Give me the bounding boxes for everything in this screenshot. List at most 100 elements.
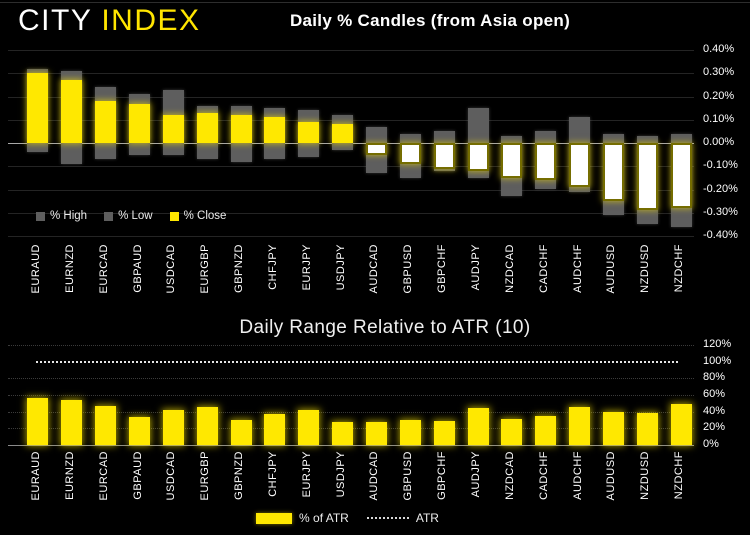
candle-close-USDCAD [163, 115, 184, 143]
legend-close-label: % Close [184, 210, 227, 222]
candles-x-label-EURAUD: EURAUD [30, 244, 42, 293]
legend-atr-pct-label: % of ATR [299, 511, 349, 525]
atr-bar-GBPUSD [400, 420, 421, 445]
atr-bar-GBPNZD [231, 420, 252, 445]
atr-bar-CADCHF [535, 416, 556, 445]
candles-gridline [8, 236, 694, 237]
candle-close-GBPAUD [129, 104, 150, 144]
candles-x-label-CHFJPY: CHFJPY [267, 244, 279, 290]
atr-chart-title: Daily Range Relative to ATR (10) [20, 317, 750, 339]
atr-x-label-GBPUSD: GBPUSD [402, 451, 414, 500]
atr-x-label-AUDCHF: AUDCHF [572, 451, 584, 500]
candles-x-label-AUDCAD: AUDCAD [368, 244, 380, 293]
candles-gridline [8, 190, 694, 191]
atr-bar-EURAUD [27, 398, 48, 445]
atr-pct-swatch-icon [256, 513, 292, 524]
atr-x-label-USDJPY: USDJPY [335, 451, 347, 497]
atr-bar-GBPAUD [129, 417, 150, 445]
candle-close-EURGBP [197, 113, 218, 143]
candle-close-NZDUSD [637, 143, 658, 210]
atr-legend: % of ATR ATR [0, 511, 695, 525]
candles-gridline [8, 166, 694, 167]
candles-x-label-NZDUSD: NZDUSD [639, 244, 651, 293]
candles-x-label-EURJPY: EURJPY [301, 244, 313, 290]
candle-close-GBPCHF [434, 143, 455, 169]
candle-close-CADCHF [535, 143, 556, 180]
close-swatch-icon [170, 212, 179, 221]
atr-x-label-AUDCAD: AUDCAD [368, 451, 380, 500]
candle-close-GBPNZD [231, 115, 252, 143]
candles-x-label-GBPUSD: GBPUSD [402, 244, 414, 293]
candles-x-label-EURGBP: EURGBP [199, 244, 211, 293]
atr-gridline [8, 345, 694, 346]
atr-bar-AUDCHF [569, 407, 590, 445]
legend-high-label: % High [50, 210, 87, 222]
atr-bar-NZDCAD [501, 419, 522, 445]
charts-layer: 0.40%0.30%0.20%0.10%0.00%-0.10%-0.20%-0.… [0, 0, 750, 535]
candles-x-label-AUDJPY: AUDJPY [470, 244, 482, 290]
atr-bar-EURNZD [61, 400, 82, 445]
candles-x-label-USDCAD: USDCAD [165, 244, 177, 293]
atr-y-tick: 40% [703, 405, 725, 417]
candles-x-label-CADCHF: CADCHF [538, 244, 550, 293]
candles-x-label-EURCAD: EURCAD [98, 244, 110, 293]
atr-bar-EURGBP [197, 407, 218, 445]
atr-y-tick: 20% [703, 421, 725, 433]
atr-dotted-line-icon [367, 517, 409, 519]
candle-close-CHFJPY [264, 117, 285, 143]
atr-y-tick: 80% [703, 371, 725, 383]
candles-x-label-USDJPY: USDJPY [335, 244, 347, 290]
candle-close-EURNZD [61, 80, 82, 143]
candles-y-tick: -0.20% [703, 183, 738, 195]
atr-bar-EURJPY [298, 410, 319, 445]
candles-x-label-AUDUSD: AUDUSD [605, 244, 617, 293]
candles-y-tick: -0.40% [703, 229, 738, 241]
candles-x-label-GBPAUD: GBPAUD [132, 244, 144, 293]
atr-y-tick: 120% [703, 338, 731, 350]
candles-x-label-EURNZD: EURNZD [64, 244, 76, 293]
legend-atr-label: ATR [416, 511, 439, 525]
atr-x-label-EURJPY: EURJPY [301, 451, 313, 497]
atr-reference-line [36, 361, 678, 363]
atr-x-label-EURNZD: EURNZD [64, 451, 76, 500]
atr-gridline [8, 395, 694, 396]
atr-x-label-EURGBP: EURGBP [199, 451, 211, 500]
candle-close-NZDCAD [501, 143, 522, 178]
atr-x-label-NZDUSD: NZDUSD [639, 451, 651, 500]
candles-gridline [8, 50, 694, 51]
atr-bar-USDJPY [332, 422, 353, 445]
city-index-fx-dashboard: CITYINDEX Daily % Candles (from Asia ope… [0, 0, 750, 535]
atr-bar-AUDUSD [603, 412, 624, 445]
high-swatch-icon [36, 212, 45, 221]
candle-close-AUDJPY [468, 143, 489, 171]
legend-item-high: % High [36, 210, 87, 222]
atr-x-label-AUDJPY: AUDJPY [470, 451, 482, 497]
candles-x-label-GBPNZD: GBPNZD [233, 244, 245, 293]
atr-x-label-GBPNZD: GBPNZD [233, 451, 245, 500]
candle-close-AUDUSD [603, 143, 624, 201]
atr-y-tick: 0% [703, 438, 719, 450]
legend-item-low: % Low [104, 210, 153, 222]
candle-close-NZDCHF [671, 143, 692, 208]
candle-close-EURAUD [27, 73, 48, 143]
candle-close-GBPUSD [400, 143, 421, 164]
candles-y-tick: 0.20% [703, 90, 734, 102]
candle-close-AUDCAD [366, 143, 387, 155]
atr-x-label-EURCAD: EURCAD [98, 451, 110, 500]
candles-y-tick: 0.30% [703, 66, 734, 78]
legend-item-close: % Close [170, 210, 227, 222]
candles-y-tick: 0.40% [703, 43, 734, 55]
legend-low-label: % Low [118, 210, 153, 222]
atr-baseline [8, 445, 694, 446]
candles-gridline [8, 73, 694, 74]
atr-bar-NZDUSD [637, 413, 658, 445]
atr-x-label-CHFJPY: CHFJPY [267, 451, 279, 497]
atr-x-label-NZDCHF: NZDCHF [673, 451, 685, 499]
candle-close-AUDCHF [569, 143, 590, 187]
atr-x-label-EURAUD: EURAUD [30, 451, 42, 500]
candles-y-tick: -0.30% [703, 206, 738, 218]
atr-x-label-USDCAD: USDCAD [165, 451, 177, 500]
candles-x-label-NZDCAD: NZDCAD [504, 244, 516, 293]
candles-y-tick: 0.00% [703, 136, 734, 148]
candle-close-USDJPY [332, 124, 353, 143]
